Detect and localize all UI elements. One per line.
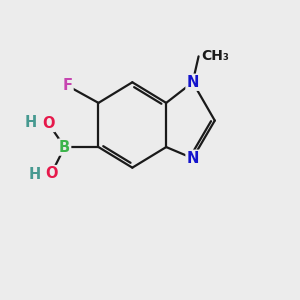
Text: O: O (45, 166, 58, 181)
Text: B: B (59, 140, 70, 154)
Text: O: O (42, 116, 55, 131)
Text: N: N (187, 151, 199, 166)
Text: CH₃: CH₃ (201, 50, 229, 63)
Text: H: H (28, 167, 41, 182)
Text: N: N (187, 75, 199, 90)
Text: F: F (63, 78, 73, 93)
Text: H: H (25, 115, 37, 130)
